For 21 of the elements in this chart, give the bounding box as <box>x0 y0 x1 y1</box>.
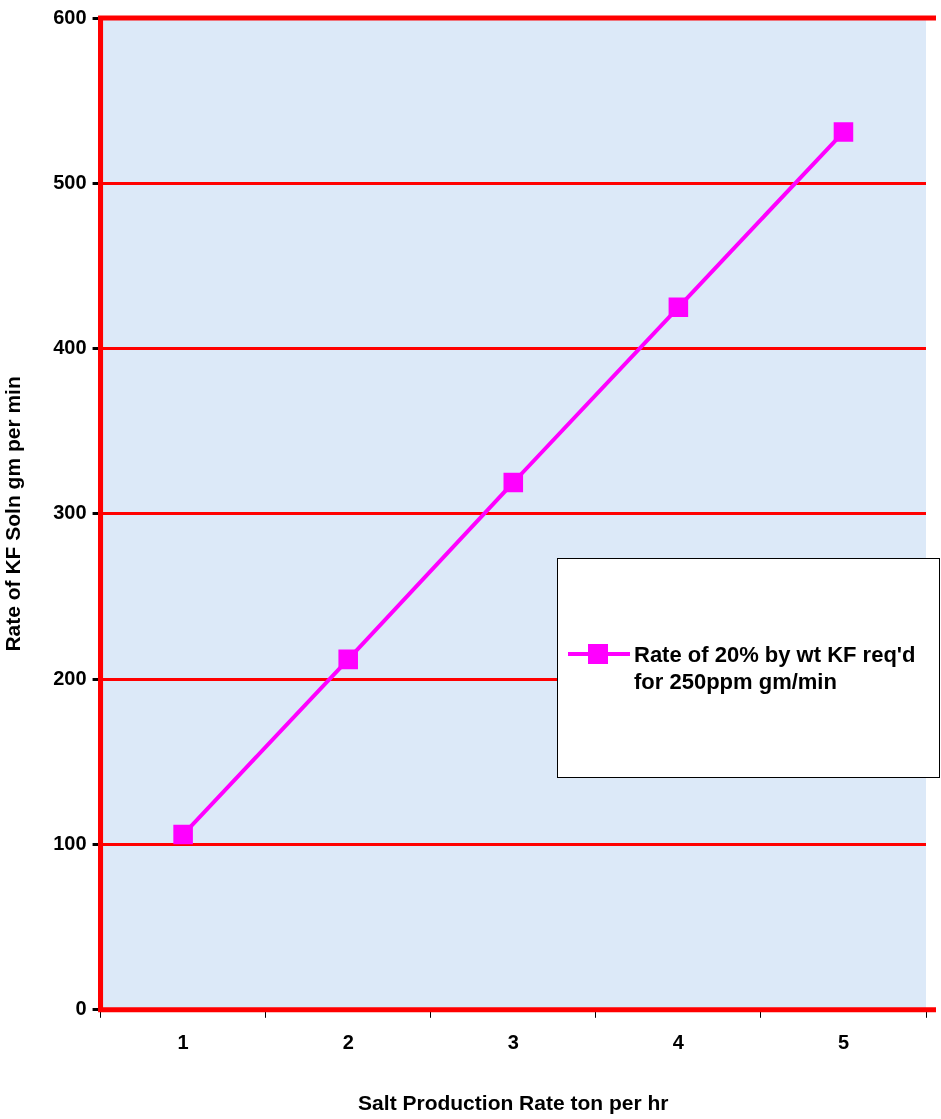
x-tick-label: 4 <box>672 1031 685 1054</box>
point <box>173 824 193 845</box>
y-tick-label: 100 <box>53 832 87 855</box>
y-tick-label: 400 <box>53 336 87 359</box>
legend-label: Rate of 20% by wt KF req'd for 250ppm gm/min <box>634 641 917 695</box>
point <box>668 297 689 318</box>
y-tick-label: 0 <box>75 997 87 1020</box>
y-tick-label: 300 <box>53 501 87 524</box>
y-tick-label: 500 <box>53 170 87 193</box>
x-axis-title: Salt Production Rate ton per hr <box>358 1091 669 1115</box>
y-tick-label: 600 <box>53 5 87 28</box>
x-tick-label: 5 <box>837 1031 850 1054</box>
y-axis-title: Rate of KF Soln gm per min <box>1 376 25 652</box>
x-tick-label: 1 <box>177 1031 189 1054</box>
point <box>503 472 524 493</box>
point <box>833 122 854 142</box>
x-tick-label: 2 <box>342 1031 354 1054</box>
y-tick-label: 200 <box>53 666 87 689</box>
point <box>338 649 358 670</box>
x-tick-label: 3 <box>507 1031 519 1054</box>
legend: Rate of 20% by wt KF req'd for 250ppm gm/min <box>557 558 940 778</box>
